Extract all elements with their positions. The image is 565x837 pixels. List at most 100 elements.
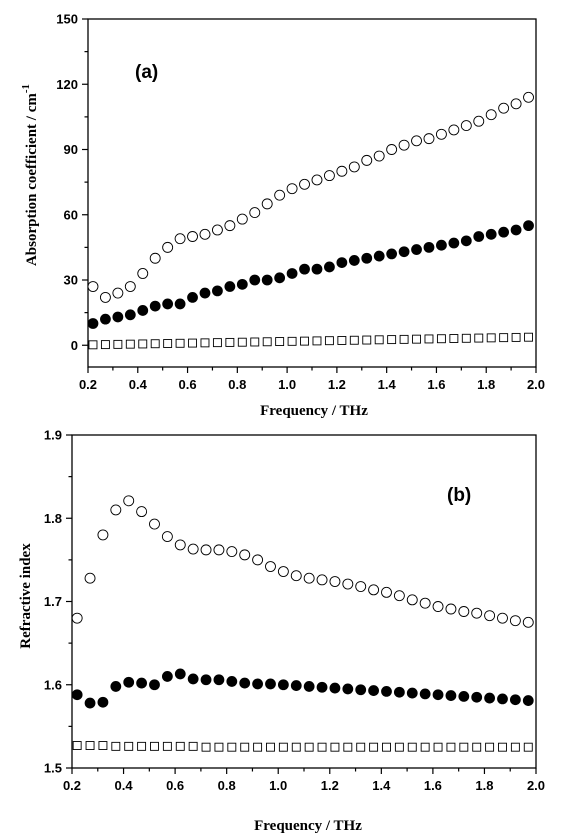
panel-a-filled-circle-point: [324, 261, 335, 273]
panel-b-y-tick-label: 1.5: [44, 761, 62, 776]
panel-b-open-circle-point: [419, 597, 431, 609]
panel-b-open-square-point: [356, 742, 366, 752]
panel-a-y-axis-title-main: Absorption coefficient / cm: [24, 93, 40, 266]
panel-b-open-circle-point: [174, 539, 186, 551]
panel-a-filled-circle-point: [236, 278, 248, 290]
panel-a-filled-circle-point: [386, 248, 398, 260]
panel-a-y-tick-label: 150: [56, 12, 78, 27]
panel-b-open-circle-point: [368, 584, 380, 596]
panel-b-filled-circle-point: [174, 668, 186, 680]
panel-a-open-circle-point: [473, 115, 485, 127]
panel-a-open-square-point: [262, 337, 272, 347]
panel-b-open-circle-point: [149, 518, 160, 530]
panel-a-open-circle-point: [99, 291, 111, 303]
panel-b-filled-circle-point: [445, 690, 457, 701]
panel-a-open-square-point: [524, 332, 533, 342]
panel-b-open-square-point: [394, 742, 404, 752]
panel-b-open-square-point: [330, 742, 340, 752]
panel-b-filled-circle-point: [484, 692, 496, 704]
panel-a-open-square-point: [412, 334, 421, 344]
panel-a-open-circle-point: [286, 183, 298, 195]
panel-b-open-square-point: [510, 742, 520, 752]
panel-a-filled-circle-point: [361, 252, 373, 264]
panel-b-open-circle-point: [381, 586, 392, 598]
panel-a-filled-circle-point: [423, 241, 435, 253]
panel-b-open-circle-point: [226, 546, 238, 557]
panel-a-open-square-point: [387, 335, 397, 345]
panel-a-open-circle-point: [162, 241, 174, 253]
panel-b-filled-circle-point: [265, 678, 276, 690]
panel-a-open-circle-point: [411, 135, 422, 147]
panel-b-y-axis-title: Refractive index: [18, 543, 34, 649]
panel-a-open-circle-point: [299, 178, 310, 190]
panel-a-axes: 0.2 0.4 0.6 0.8 1.0 1.2 1.4 1.6 1.8 2.0 0 30 60 90 120…: [56, 12, 545, 393]
panel-a-filled-circle-point: [485, 228, 497, 240]
panel-b-open-square-point: [214, 742, 224, 752]
panel-b-open-circle-point: [393, 590, 405, 602]
panel-b-filled-circle-point: [161, 671, 173, 682]
panel-a-open-square-point: [188, 338, 197, 348]
panel-a-open-circle-point: [87, 281, 99, 292]
panel-a-open-square-point: [300, 336, 309, 346]
panel-b-x-axis-title: Frequency / THz: [254, 818, 362, 834]
panel-b-open-square-point: [253, 742, 263, 752]
panel-b-filled-circle-point: [406, 687, 418, 699]
panel-b-open-square-point: [304, 742, 314, 752]
panel-b-open-circle-point: [123, 495, 135, 507]
panel-b-open-square-point: [175, 741, 185, 751]
panel-b-filled-circle-point: [187, 673, 199, 685]
panel-b-x-tick-label: 0.8: [218, 778, 236, 793]
panel-a-x-tick-label: 0.2: [79, 377, 97, 392]
panel-a-open-square-point: [349, 335, 359, 345]
panel-b-filled-circle-point: [419, 688, 431, 700]
panel-b-open-circle-point: [277, 566, 289, 577]
panel-b-filled-circle-point: [342, 683, 354, 695]
panel-a-filled-circle-point: [199, 287, 211, 299]
panel-b-open-square-point: [227, 742, 237, 752]
panel-a-open-circle-point: [211, 224, 223, 236]
panel-a-open-square-point: [125, 339, 135, 349]
panel-a-x-tick-label: 1.8: [477, 377, 495, 392]
panel-b-data-points: [71, 495, 534, 752]
panel-a-open-square-point: [175, 338, 185, 348]
panel-a-open-circle-point: [398, 139, 410, 151]
panel-a-y-tick-label: 0: [71, 338, 78, 353]
panel-a-x-tick-label: 0.4: [129, 377, 148, 392]
panel-b-open-circle-point: [432, 601, 444, 612]
panel-a-y-axis-title: Absorption coefficient / cm-1: [20, 84, 40, 266]
panel-b-open-square-point: [188, 741, 198, 751]
panel-a-filled-circle-point: [299, 263, 310, 275]
panel-a-open-square-point: [163, 339, 173, 348]
panel-b-x-tick-label: 1.8: [475, 778, 493, 793]
panel-b-open-circle-point: [497, 612, 508, 624]
panel-b-filled-circle-point: [277, 679, 289, 691]
panel-b-filled-circle-point: [471, 691, 483, 703]
panel-a-open-circle-point: [187, 231, 198, 242]
panel-b-open-circle-point: [342, 578, 354, 590]
panel-b-y-tick-label: 1.7: [44, 594, 62, 609]
panel-a-filled-circle-point: [274, 272, 286, 284]
panel-a-x-axis-title: Frequency / THz: [260, 403, 368, 419]
panel-a-y-tick-label: 120: [56, 77, 78, 92]
panel-a-x-tick-label: 1.4: [378, 377, 397, 392]
panel-b-open-square-point: [111, 741, 121, 751]
panel-a-open-circle-point: [174, 233, 186, 245]
panel-b-open-circle-point: [136, 506, 148, 518]
panel-b-open-circle-point: [471, 607, 483, 619]
panel-a-open-square-point: [324, 336, 334, 346]
panel-a-open-circle-point: [311, 174, 323, 186]
panel-b-open-square-point: [343, 742, 353, 752]
panel-b-x-tick-label: 2.0: [527, 778, 545, 793]
panel-a-open-square-point: [362, 335, 372, 345]
panel-b-open-square-point: [201, 742, 211, 752]
panel-a-open-circle-point: [336, 165, 348, 177]
panel-a-filled-circle-point: [311, 263, 323, 275]
panel-b-open-square-point: [317, 742, 327, 752]
panel-a-open-square-point: [486, 333, 496, 343]
panel-a-x-tick-label: 0.6: [179, 377, 197, 392]
panel-b-x-tick-label: 1.0: [269, 778, 287, 793]
panel-b-open-square-point: [485, 742, 495, 752]
panel-a-open-circle-point: [523, 91, 534, 103]
panel-b-open-circle-point: [406, 594, 418, 606]
panel-b-open-circle-point: [213, 544, 225, 556]
